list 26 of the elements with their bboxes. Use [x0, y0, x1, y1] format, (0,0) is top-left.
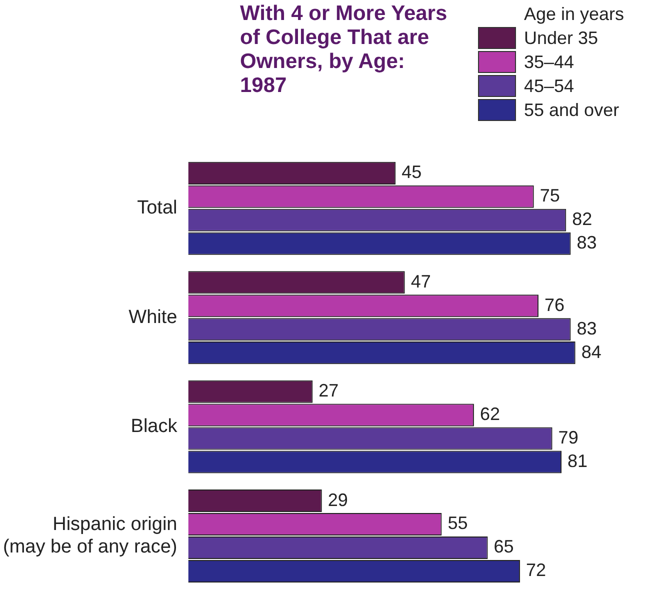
data-label: 75 — [540, 186, 560, 206]
legend-title: Age in years — [524, 3, 624, 26]
y-tick-label: Black — [130, 416, 178, 438]
chart-title: With 4 or More Years of College That are Owners, by Age: 1987 — [240, 2, 448, 98]
data-label: 81 — [568, 450, 588, 471]
data-label: 79 — [558, 428, 578, 448]
data-label: 84 — [581, 342, 602, 362]
y-tick-label: Total — [137, 198, 178, 219]
data-label: 27 — [318, 380, 339, 401]
data-label: 82 — [572, 209, 592, 230]
legend-label: Under 35 — [524, 27, 598, 50]
data-label: 72 — [526, 560, 546, 580]
data-label: 29 — [328, 490, 348, 510]
data-label: 83 — [576, 318, 597, 338]
data-label: 55 — [448, 513, 468, 534]
legend-label: 35–44 — [524, 51, 574, 74]
data-label: 47 — [410, 271, 431, 292]
y-tick-label: White — [128, 306, 178, 328]
data-label: 83 — [576, 232, 597, 253]
legend-label: 55 and over — [524, 99, 620, 122]
y-tick-label: Hispanic origin (may be of any race) — [2, 514, 178, 558]
data-label: 62 — [480, 404, 500, 424]
data-label: 45 — [402, 162, 422, 182]
data-label: 76 — [544, 294, 565, 315]
data-label: 65 — [494, 536, 514, 557]
legend-label: 45–54 — [524, 75, 574, 98]
